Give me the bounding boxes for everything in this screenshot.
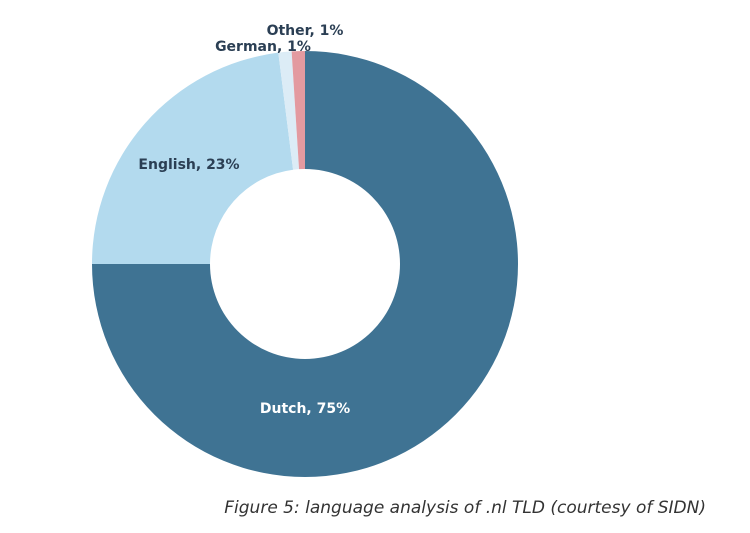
slice-german bbox=[278, 51, 300, 170]
slice-label-german: German, 1% bbox=[215, 39, 311, 55]
slice-other bbox=[291, 51, 305, 170]
slice-label-english: English, 23% bbox=[138, 157, 239, 173]
slice-label-other: Other, 1% bbox=[267, 23, 344, 39]
figure-caption: Figure 5: language analysis of .nl TLD (… bbox=[224, 498, 706, 518]
slice-label-dutch: Dutch, 75% bbox=[260, 401, 350, 417]
slice-dutch bbox=[92, 51, 518, 477]
slice-english bbox=[92, 52, 294, 265]
